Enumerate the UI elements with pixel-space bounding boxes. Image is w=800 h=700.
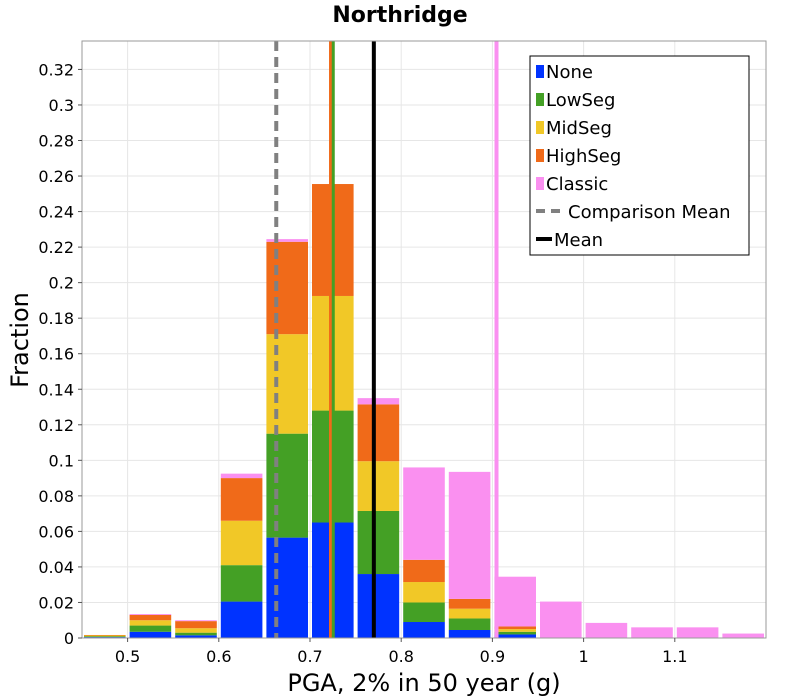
bar-classic <box>494 576 536 627</box>
y-ticks: 0 0.02 0.04 0.06 0.08 0.1 0.12 0.14 0.16 0.18 0.2 0… <box>38 60 82 648</box>
y-axis-label: Fraction <box>6 292 34 388</box>
bar-classic <box>540 601 582 638</box>
vertical-lines <box>274 41 499 638</box>
bar-midseg <box>494 629 536 632</box>
legend-swatch <box>536 121 544 134</box>
bar-highseg <box>448 598 491 609</box>
bar-lowseg <box>84 636 126 638</box>
y-tick-label: 0.24 <box>38 203 74 222</box>
bar-classic <box>631 627 673 638</box>
y-tick-label: 0.32 <box>38 60 74 79</box>
chart-title: Northridge <box>332 3 467 28</box>
bar-none <box>357 574 400 638</box>
bar-classic <box>448 471 491 599</box>
x-tick-label: 0.5 <box>115 647 140 666</box>
bar-highseg <box>266 241 308 335</box>
y-tick-label: 0.1 <box>49 451 74 470</box>
bar-highseg <box>129 614 172 621</box>
bar-highseg <box>84 634 126 636</box>
bar-highseg <box>403 559 445 583</box>
bar-highseg <box>494 626 536 630</box>
legend-label: MidSeg <box>546 118 612 139</box>
bar-none <box>266 537 308 638</box>
bar-lowseg <box>175 632 217 636</box>
y-tick-label: 0.04 <box>38 558 74 577</box>
legend-label: HighSeg <box>546 146 621 167</box>
bar-classic <box>585 622 628 638</box>
legend-label: Classic <box>546 174 608 195</box>
bar-classic <box>403 467 445 560</box>
y-tick-label: 0.08 <box>38 487 74 506</box>
bar-midseg <box>129 620 172 626</box>
bar-none <box>220 601 263 638</box>
x-tick-label: 0.8 <box>388 647 413 666</box>
y-tick-label: 0.28 <box>38 132 74 151</box>
y-tick-label: 0.18 <box>38 309 74 328</box>
y-tick-label: 0 <box>64 629 74 648</box>
legend-swatch <box>536 65 544 78</box>
bar-midseg <box>175 628 217 633</box>
legend-swatch <box>536 149 544 162</box>
bar-midseg <box>266 334 308 434</box>
bar-lowseg <box>129 625 172 632</box>
x-tick-label: 1 <box>579 647 589 666</box>
y-tick-label: 0.16 <box>38 345 74 364</box>
y-tick-label: 0.14 <box>38 380 74 399</box>
x-tick-label: 0.7 <box>297 647 322 666</box>
bar-midseg <box>220 520 263 566</box>
bar-none <box>403 622 445 638</box>
bar-midseg <box>357 461 400 511</box>
bar-classic <box>722 633 764 638</box>
bars <box>84 184 764 638</box>
y-tick-label: 0.02 <box>38 593 74 612</box>
x-tick-label: 0.6 <box>206 647 231 666</box>
bar-lowseg <box>448 618 491 631</box>
bar-lowseg <box>220 565 263 602</box>
x-axis-label: PGA, 2% in 50 year (g) <box>287 669 560 697</box>
y-tick-label: 0.26 <box>38 167 74 186</box>
bar-none <box>129 631 172 638</box>
bar-none <box>494 634 536 638</box>
bar-highseg <box>175 621 217 629</box>
legend-box <box>529 55 750 256</box>
legend-label: LowSeg <box>546 90 615 111</box>
bar-classic <box>266 239 308 242</box>
bar-lowseg <box>494 631 536 635</box>
bar-none <box>175 635 217 638</box>
bar-highseg <box>357 404 400 462</box>
bar-classic <box>676 627 719 638</box>
bar-classic <box>357 398 400 405</box>
bar-classic <box>220 473 263 479</box>
y-tick-label: 0.3 <box>49 96 74 115</box>
y-tick-label: 0.22 <box>38 238 74 257</box>
y-tick-label: 0.2 <box>49 274 74 293</box>
legend: None LowSeg MidSeg HighSeg Classic Comparison… <box>529 55 750 256</box>
y-tick-label: 0.12 <box>38 416 74 435</box>
bar-midseg <box>448 608 491 619</box>
bar-highseg <box>220 478 263 521</box>
legend-swatch <box>536 177 544 190</box>
bar-classic <box>175 620 217 622</box>
bar-midseg <box>84 635 126 637</box>
legend-label: Comparison Mean <box>568 202 731 223</box>
bar-lowseg <box>403 602 445 623</box>
bar-lowseg <box>357 510 400 575</box>
bar-classic <box>129 614 172 615</box>
plot-frame <box>81 40 767 639</box>
x-tick-label: 1.1 <box>662 647 687 666</box>
legend-label: None <box>546 62 593 83</box>
x-tick-label: 0.9 <box>480 647 505 666</box>
bar-none <box>448 630 491 638</box>
x-ticks: 0.5 0.6 0.7 0.8 0.9 1 1.1 <box>115 638 688 666</box>
legend-swatch <box>536 93 544 106</box>
legend-label: Mean <box>554 230 603 251</box>
bar-midseg <box>403 582 445 603</box>
y-tick-label: 0.06 <box>38 522 74 541</box>
bar-lowseg <box>266 433 308 538</box>
